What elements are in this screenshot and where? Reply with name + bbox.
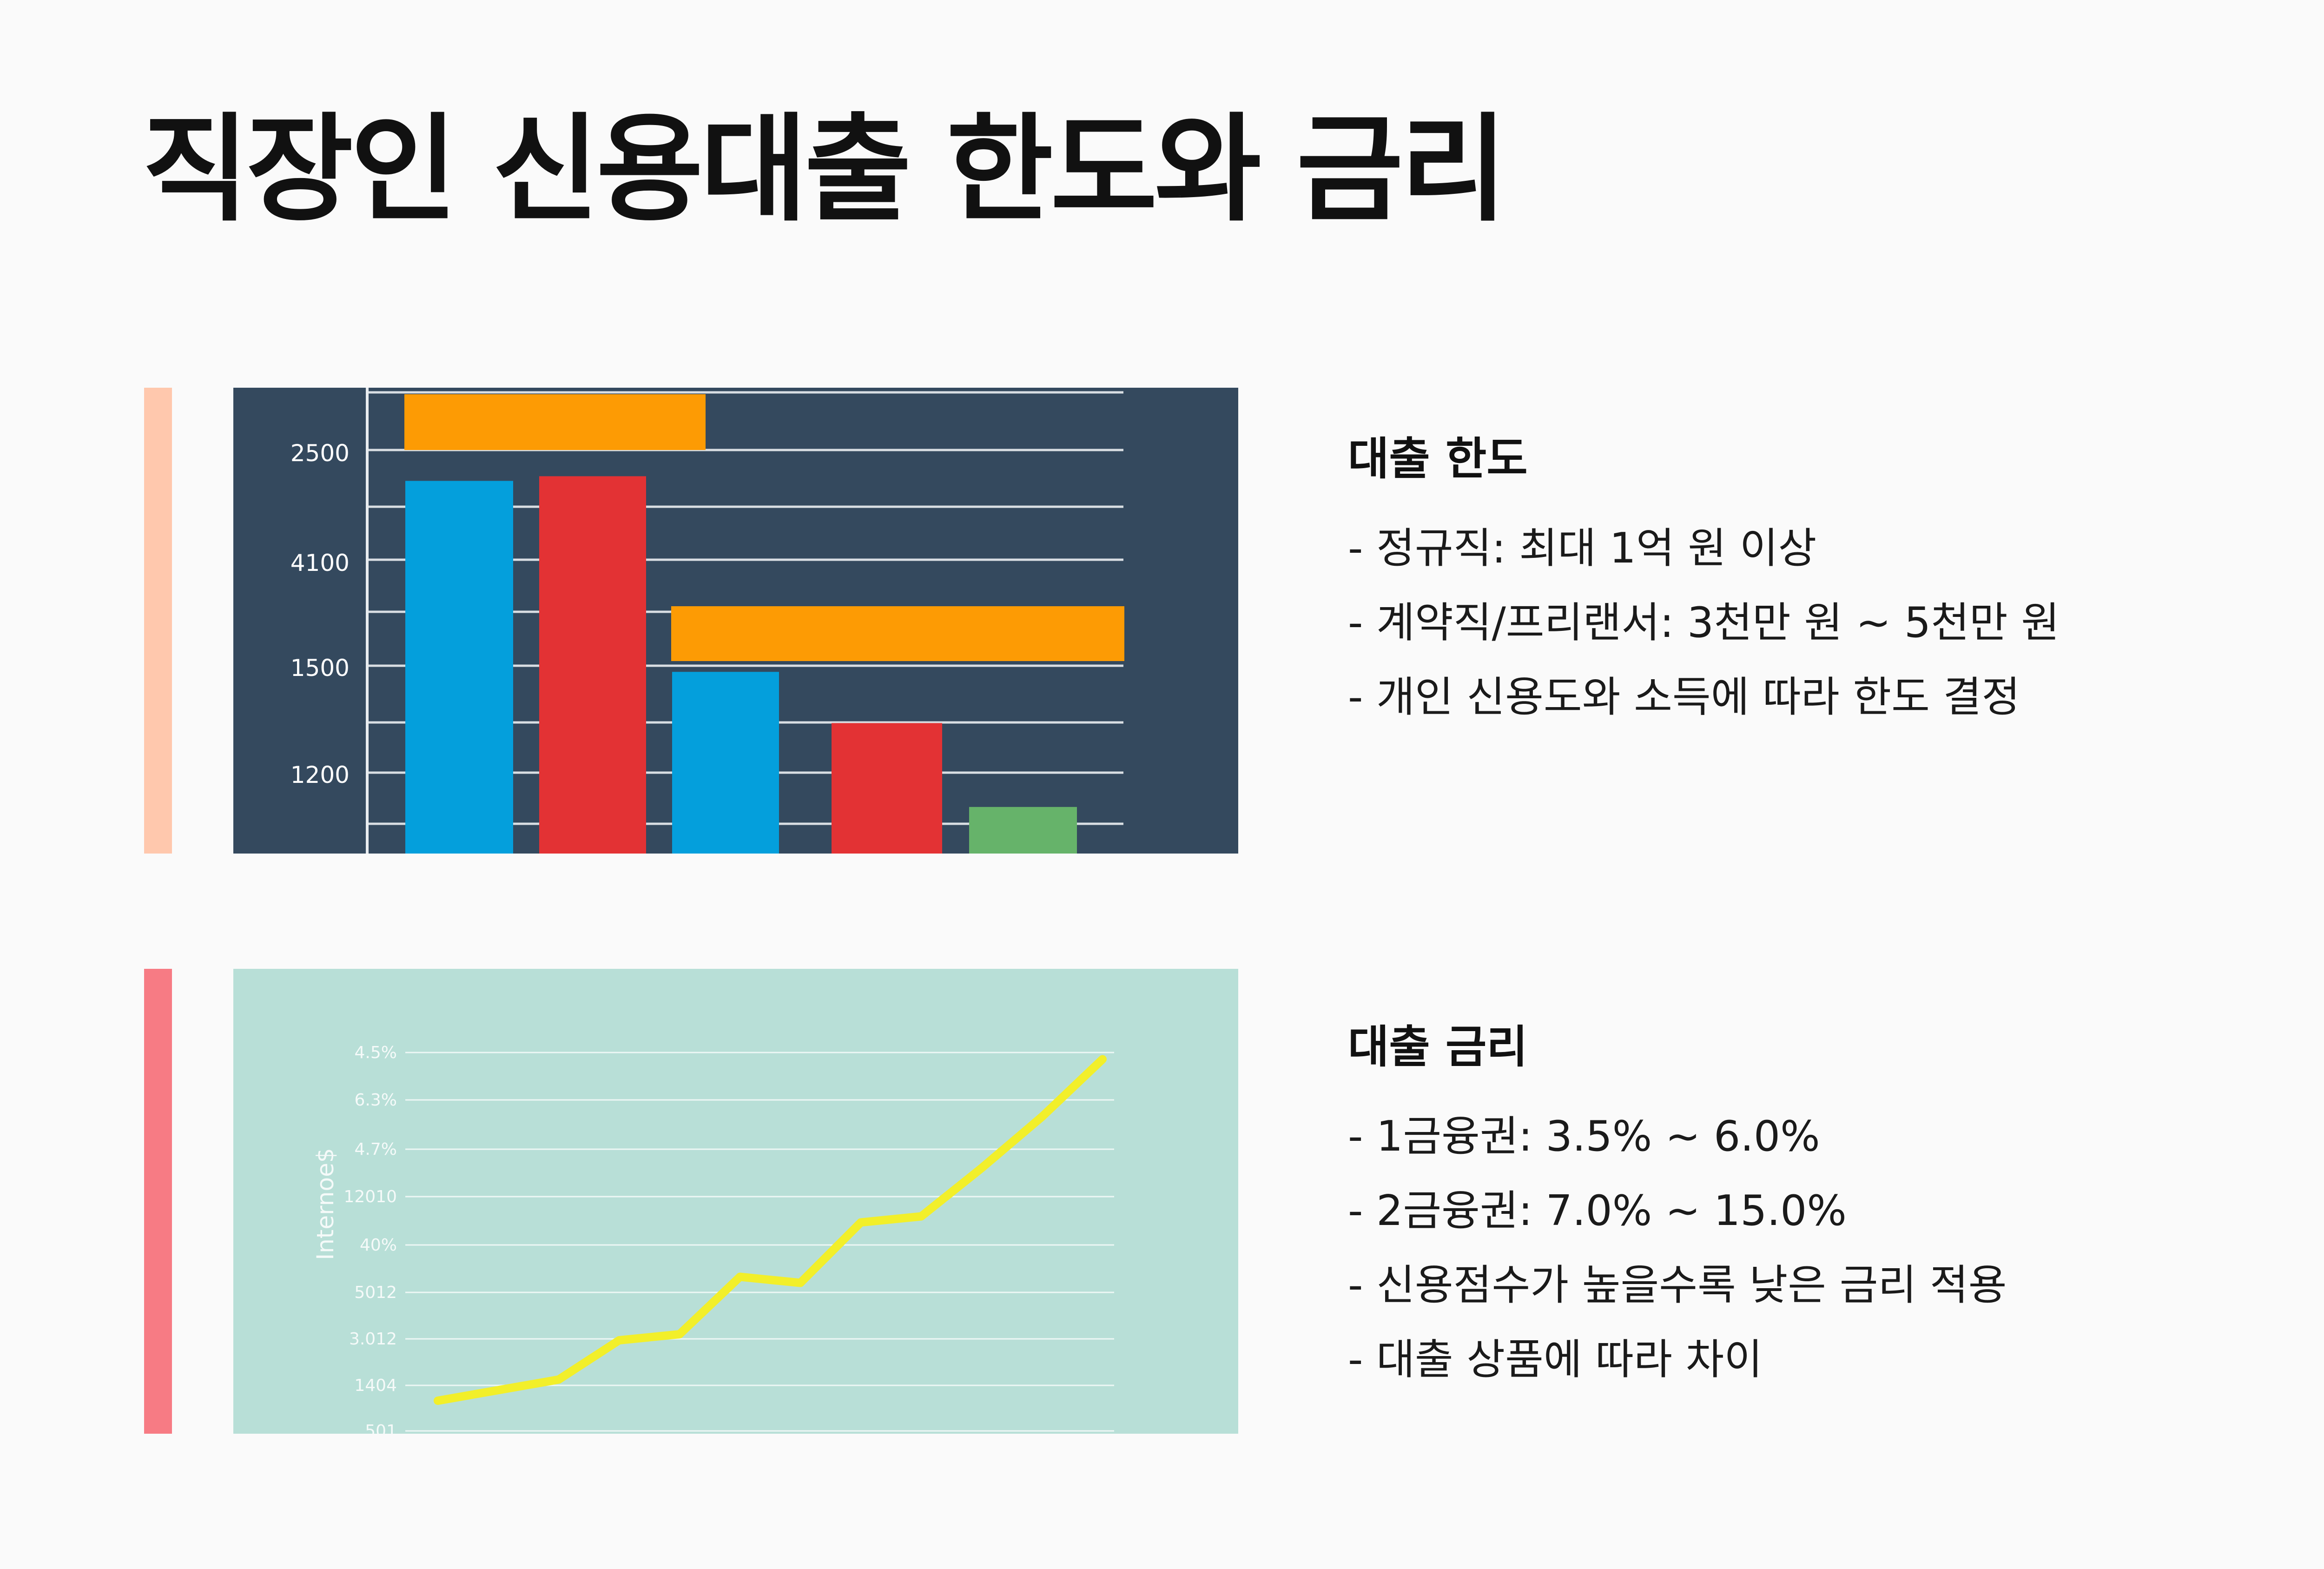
rate-text-block: 대출 금리 - 1금융권: 3.5% ~ 6.0% - 2금융권: 7.0% ~… <box>1348 1018 2324 1397</box>
bar-chart-svg: 2500 4100 1500 1200 <box>233 388 1238 854</box>
limit-bullet-list: - 정규직: 최대 1억 원 이상 - 계약직/프리랜서: 3천만 원 ~ 5천… <box>1348 511 2324 735</box>
line-point <box>496 1388 500 1392</box>
limit-text-block: 대출 한도 - 정규직: 최대 1억 원 이상 - 계약직/프리랜서: 3천만 … <box>1348 430 2324 735</box>
line-point <box>859 1220 863 1225</box>
accent-bar-limit <box>144 388 172 854</box>
bar <box>539 476 646 854</box>
rate-bullet-list: - 1금융권: 3.5% ~ 6.0% - 2금융권: 7.0% ~ 15.0%… <box>1348 1099 2324 1397</box>
line-point <box>1101 1057 1104 1061</box>
line-y-axis-label: Internoe$ <box>312 1148 339 1260</box>
line-tick-label: 40% <box>360 1236 397 1255</box>
bar-tick-label: 1200 <box>290 761 350 788</box>
rate-bullet: - 2금융권: 7.0% ~ 15.0% <box>1348 1186 1847 1235</box>
bar-tick-label: 2500 <box>290 440 350 467</box>
bar-tick-label: 1500 <box>290 655 350 682</box>
line-chart-svg: 4.5% 6.3% 4.7% 12010 40% 5012 3.012 1404 501 Inte… <box>233 969 1238 1434</box>
line-chart-background <box>233 969 1238 1434</box>
rate-bullet: - 대출 상품에 따라 차이 <box>1348 1335 1763 1384</box>
line-series <box>434 1055 1107 1405</box>
limit-bar-chart: 2500 4100 1500 1200 <box>233 388 1238 854</box>
rate-bullet: - 1금융권: 3.5% ~ 6.0% <box>1348 1112 1820 1161</box>
line-point <box>1040 1115 1044 1119</box>
limit-bullet: - 정규직: 최대 1억 원 이상 <box>1348 523 1817 573</box>
line-tick-label: 501 <box>365 1422 397 1434</box>
limit-bullet: - 개인 신용도와 소득에 따라 한도 결정 <box>1348 672 2020 722</box>
bar <box>832 723 942 854</box>
line-point <box>557 1377 561 1382</box>
floating-bar <box>404 394 706 450</box>
bar-tick-label: 4100 <box>290 549 350 576</box>
line-tick-label: 12010 <box>343 1187 397 1206</box>
bar <box>969 807 1077 854</box>
bar <box>405 481 513 854</box>
line-point <box>980 1166 984 1170</box>
line-tick-label: 6.3% <box>355 1091 397 1110</box>
rate-heading: 대출 금리 <box>1348 1021 1528 1073</box>
accent-bar-rate <box>144 969 172 1434</box>
line-tick-label: 3.012 <box>349 1330 397 1349</box>
line-point <box>919 1214 923 1218</box>
line-point <box>738 1275 742 1279</box>
line-point <box>617 1338 621 1342</box>
line-tick-label: 4.7% <box>355 1140 397 1159</box>
limit-bullet: - 계약직/프리랜서: 3천만 원 ~ 5천만 원 <box>1348 598 2060 647</box>
line-tick-label: 5012 <box>354 1283 397 1302</box>
line-point <box>436 1399 440 1403</box>
line-point <box>678 1332 681 1336</box>
bar <box>672 672 779 854</box>
line-tick-label: 4.5% <box>355 1043 397 1062</box>
line-tick-label: 1404 <box>354 1376 397 1395</box>
limit-heading: 대출 한도 <box>1348 433 1528 485</box>
rate-line-chart: 4.5% 6.3% 4.7% 12010 40% 5012 3.012 1404 501 Inte… <box>233 969 1238 1434</box>
rate-bullet: - 신용점수가 높을수록 낮은 금리 적용 <box>1348 1260 2007 1310</box>
floating-bar <box>671 606 1124 661</box>
page-title: 직장인 신용대출 한도와 금리 <box>142 102 1507 237</box>
line-point <box>799 1281 802 1285</box>
